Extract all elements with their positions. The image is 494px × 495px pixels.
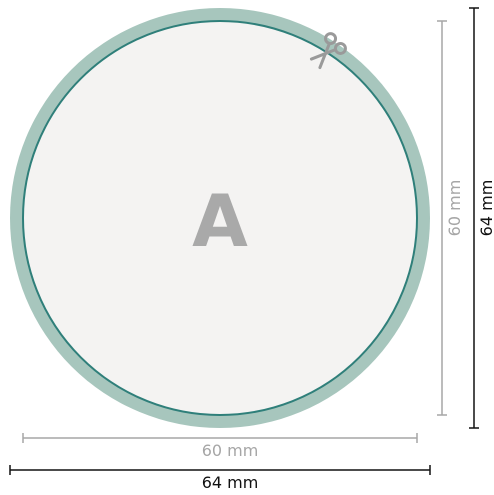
outer-vertical-label: 64 mm	[477, 180, 494, 237]
inner-vertical-dimension	[437, 20, 447, 416]
outer-horizontal-dimension	[9, 465, 431, 475]
center-label: A	[192, 179, 248, 263]
inner-horizontal-label: 60 mm	[202, 441, 259, 460]
outer-horizontal-label: 64 mm	[202, 473, 259, 490]
scissors-icon	[309, 32, 347, 70]
inner-vertical-label: 60 mm	[445, 180, 464, 237]
outer-vertical-dimension	[469, 7, 479, 429]
inner-horizontal-dimension	[22, 433, 418, 443]
cut-line-circle	[22, 20, 418, 416]
